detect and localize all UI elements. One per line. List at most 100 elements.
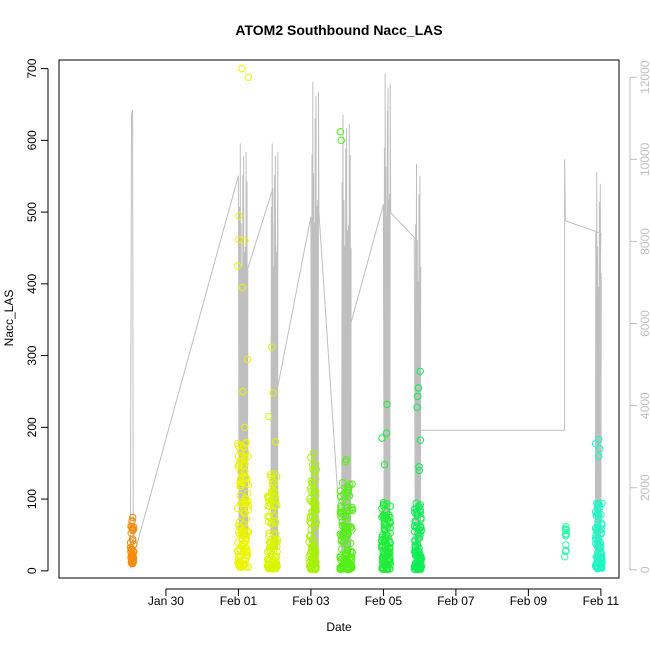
data-point — [237, 468, 245, 476]
data-point — [267, 470, 275, 479]
plot-frame — [58, 59, 620, 579]
data-point — [343, 526, 351, 535]
data-point — [594, 510, 602, 518]
data-point — [241, 440, 250, 448]
data-point — [236, 552, 245, 560]
data-point — [341, 511, 350, 519]
y-axis-label: Nacc_LAS — [2, 290, 16, 347]
data-point-outlier — [595, 435, 603, 444]
data-point-outlier — [243, 355, 252, 363]
data-point — [128, 517, 136, 525]
data-point — [414, 565, 422, 574]
data-point-outlier — [238, 64, 246, 73]
secondary-tick-label: 8000 — [638, 228, 650, 255]
y-tick-label: 0 — [25, 567, 39, 574]
y-tick-label: 400 — [25, 274, 39, 294]
data-point — [380, 500, 388, 508]
series-2 — [263, 343, 281, 573]
data-point — [268, 542, 276, 550]
series-1 — [233, 64, 253, 571]
x-tick-label: Feb 09 — [510, 594, 548, 608]
data-point — [241, 448, 250, 457]
data-point — [562, 526, 570, 534]
y-tick-label: 200 — [25, 417, 39, 437]
data-point — [269, 560, 278, 568]
data-point — [128, 525, 137, 533]
x-tick-label: Feb 03 — [292, 594, 330, 608]
data-point — [269, 486, 277, 494]
data-point — [272, 552, 281, 561]
data-point — [343, 523, 351, 532]
data-point — [378, 504, 386, 512]
secondary-tick-label: 6000 — [638, 310, 650, 337]
data-point — [381, 522, 390, 530]
data-point — [410, 522, 419, 530]
secondary-tick-label: 10000 — [638, 142, 650, 176]
data-point — [264, 512, 272, 520]
data-point — [339, 538, 348, 546]
data-point-outlier — [235, 212, 243, 220]
data-point — [384, 558, 393, 566]
data-point — [345, 483, 353, 492]
x-tick-label: Feb 05 — [365, 594, 403, 608]
data-point — [386, 502, 395, 510]
axes-layer: 0 100 200 300 400 500 600 700 Jan 30 Feb 01 Feb 03… — [25, 58, 650, 608]
data-point — [338, 479, 347, 487]
data-point — [380, 551, 388, 559]
data-point — [594, 520, 602, 529]
data-point-outlier — [239, 387, 247, 396]
data-point — [128, 535, 137, 543]
data-point-outlier — [415, 463, 423, 471]
data-point — [312, 487, 320, 496]
data-point — [378, 564, 386, 572]
data-point — [411, 543, 419, 551]
data-point-outlier — [413, 403, 421, 411]
data-point — [386, 543, 394, 552]
data-point — [598, 556, 606, 565]
secondary-trace-layer — [129, 73, 602, 569]
data-point — [343, 540, 352, 548]
data-point — [269, 477, 277, 485]
data-point — [126, 539, 135, 547]
y-tick-label: 100 — [25, 489, 39, 509]
data-point — [129, 554, 137, 563]
data-point — [343, 550, 351, 558]
data-point — [242, 536, 250, 545]
data-point — [264, 517, 273, 526]
y-tick-label: 700 — [25, 58, 39, 78]
data-point — [379, 531, 387, 539]
data-point-outlier — [269, 389, 277, 397]
data-point — [241, 494, 249, 502]
data-point — [416, 531, 424, 539]
data-point-outlier — [307, 453, 315, 462]
data-point — [233, 504, 242, 513]
data-point — [338, 545, 346, 553]
data-point — [310, 548, 318, 556]
data-point — [272, 558, 280, 566]
data-point — [270, 493, 278, 501]
series-4 — [336, 128, 357, 574]
data-point — [593, 524, 601, 532]
data-point — [561, 553, 569, 561]
y-tick-label: 300 — [25, 345, 39, 365]
data-point — [385, 554, 393, 563]
data-point — [273, 547, 281, 556]
x-tick-label: Feb 01 — [220, 594, 258, 608]
data-point — [307, 487, 315, 495]
data-point — [242, 544, 251, 552]
data-point — [244, 506, 253, 514]
data-point — [336, 565, 344, 573]
data-point-outlier — [271, 438, 280, 446]
data-point — [312, 465, 320, 474]
data-point — [270, 537, 278, 545]
series-3 — [305, 449, 320, 574]
data-point — [594, 564, 602, 573]
data-point — [264, 502, 272, 510]
data-point-outlier — [416, 367, 424, 376]
data-point — [270, 479, 279, 487]
data-point-outlier — [596, 445, 604, 453]
data-point — [241, 473, 250, 481]
data-point-outlier — [342, 455, 350, 464]
data-point — [271, 488, 279, 496]
